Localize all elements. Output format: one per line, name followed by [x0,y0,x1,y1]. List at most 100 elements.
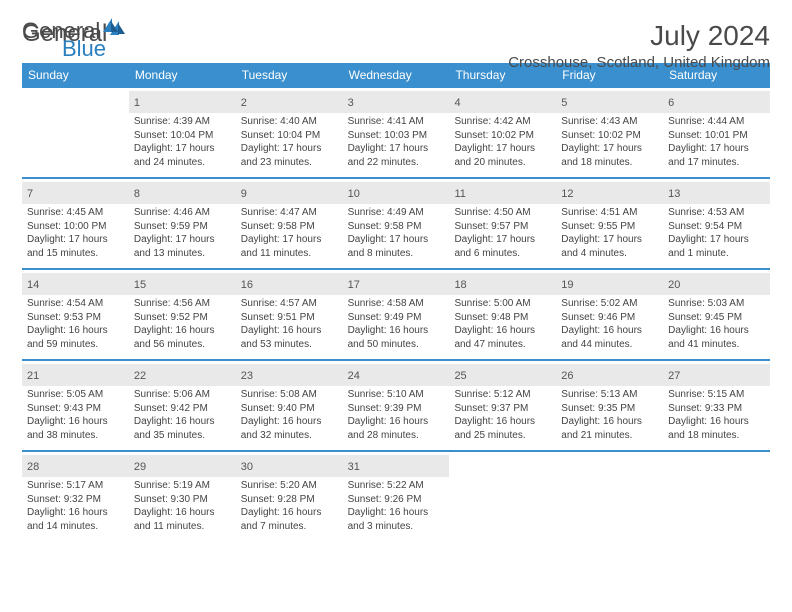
day-number: 16 [241,279,253,291]
day-details: Sunrise: 4:39 AMSunset: 10:04 PMDaylight… [134,115,231,169]
calendar-cell: 15 Sunrise: 4:56 AMSunset: 9:52 PMDayligh… [129,269,236,359]
day-details: Sunrise: 5:03 AMSunset: 9:45 PMDaylight:… [668,297,765,351]
day-details: Sunrise: 4:44 AMSunset: 10:01 PMDaylight… [668,115,765,169]
day-number: 31 [348,461,360,473]
day-details: Sunrise: 4:54 AMSunset: 9:53 PMDaylight:… [27,297,124,351]
day-details: Sunrise: 4:42 AMSunset: 10:02 PMDaylight… [454,115,551,169]
day-number: 23 [241,370,253,382]
day-details: Sunrise: 5:22 AMSunset: 9:26 PMDaylight:… [348,479,445,533]
day-number: 29 [134,461,146,473]
calendar-cell: 6 Sunrise: 4:44 AMSunset: 10:01 PMDayligh… [663,87,770,177]
calendar-cell [556,451,663,541]
day-number: 25 [454,370,466,382]
day-number: 15 [134,279,146,291]
day-number: 26 [561,370,573,382]
day-header: Wednesday [343,63,450,87]
logo-mark-icon2 [118,23,125,34]
day-details: Sunrise: 4:57 AMSunset: 9:51 PMDaylight:… [241,297,338,351]
day-number: 17 [348,279,360,291]
calendar-cell: 14Sunrise: 4:54 AMSunset: 9:53 PMDayligh… [22,269,129,359]
calendar-cell: 30 Sunrise: 5:20 AMSunset: 9:28 PMDayligh… [236,451,343,541]
day-number: 28 [27,461,39,473]
day-number: 30 [241,461,253,473]
day-header: Tuesday [236,63,343,87]
calendar-cell [663,451,770,541]
calendar-cell: 16 Sunrise: 4:57 AMSunset: 9:51 PMDayligh… [236,269,343,359]
day-number: 18 [454,279,466,291]
day-number: 20 [668,279,680,291]
calendar-week: 21 Sunrise: 5:05 AMSunset: 9:43 PMDayligh… [22,360,770,451]
calendar-cell: 20 Sunrise: 5:03 AMSunset: 9:45 PMDayligh… [663,269,770,359]
calendar-cell: 28 Sunrise: 5:17 AMSunset: 9:32 PMDayligh… [22,451,129,541]
day-details: Sunrise: 5:00 AMSunset: 9:48 PMDaylight:… [454,297,551,351]
calendar-cell: 23 Sunrise: 5:08 AMSunset: 9:40 PMDayligh… [236,360,343,450]
day-number: 8 [134,188,140,200]
calendar: SundayMondayTuesdayWednesdayThursdayFrid… [22,63,770,541]
calendar-cell: 5Sunrise: 4:43 AMSunset: 10:02 PMDayligh… [556,87,663,177]
calendar-cell [449,451,556,541]
calendar-cell: 17 Sunrise: 4:58 AMSunset: 9:49 PMDayligh… [343,269,450,359]
calendar-cell: 11 Sunrise: 4:50 AMSunset: 9:57 PMDayligh… [449,178,556,268]
calendar-week: 14Sunrise: 4:54 AMSunset: 9:53 PMDayligh… [22,269,770,360]
day-details: Sunrise: 5:06 AMSunset: 9:42 PMDaylight:… [134,388,231,442]
calendar-cell: 26Sunrise: 5:13 AMSunset: 9:35 PMDayligh… [556,360,663,450]
calendar-cell: 7Sunrise: 4:45 AMSunset: 10:00 PMDayligh… [22,178,129,268]
day-number: 4 [454,97,460,109]
day-number: 12 [561,188,573,200]
calendar-cell: 22 Sunrise: 5:06 AMSunset: 9:42 PMDayligh… [129,360,236,450]
calendar-cell: 1 Sunrise: 4:39 AMSunset: 10:04 PMDayligh… [129,87,236,177]
day-details: Sunrise: 4:46 AMSunset: 9:59 PMDaylight:… [134,206,231,260]
calendar-cell: 4 Sunrise: 4:42 AMSunset: 10:02 PMDayligh… [449,87,556,177]
calendar-cell: 8 Sunrise: 4:46 AMSunset: 9:59 PMDaylight… [129,178,236,268]
day-details: Sunrise: 4:40 AMSunset: 10:04 PMDaylight… [241,115,338,169]
calendar-week: 28 Sunrise: 5:17 AMSunset: 9:32 PMDayligh… [22,451,770,541]
day-header: Friday [556,63,663,87]
day-details: Sunrise: 4:45 AMSunset: 10:00 PMDaylight… [27,206,124,260]
day-number: 5 [561,97,567,109]
day-number: 11 [454,188,465,200]
day-number: 1 [134,97,140,109]
calendar-cell: 18 Sunrise: 5:00 AMSunset: 9:48 PMDayligh… [449,269,556,359]
day-details: Sunrise: 5:05 AMSunset: 9:43 PMDaylight:… [27,388,124,442]
day-number: 2 [241,97,247,109]
calendar-cell: 25 Sunrise: 5:12 AMSunset: 9:37 PMDayligh… [449,360,556,450]
day-details: Sunrise: 5:17 AMSunset: 9:32 PMDaylight:… [27,479,124,533]
calendar-cell: 13 Sunrise: 4:53 AMSunset: 9:54 PMDayligh… [663,178,770,268]
day-details: Sunrise: 5:19 AMSunset: 9:30 PMDaylight:… [134,479,231,533]
day-number: 3 [348,97,354,109]
day-details: Sunrise: 4:58 AMSunset: 9:49 PMDaylight:… [348,297,445,351]
day-details: Sunrise: 5:12 AMSunset: 9:37 PMDaylight:… [454,388,551,442]
day-number: 24 [348,370,360,382]
day-number: 22 [134,370,146,382]
day-details: Sunrise: 4:47 AMSunset: 9:58 PMDaylight:… [241,206,338,260]
day-number: 21 [27,370,39,382]
day-number: 6 [668,97,674,109]
day-details: Sunrise: 5:20 AMSunset: 9:28 PMDaylight:… [241,479,338,533]
day-number: 13 [668,188,680,200]
calendar-cell: 10 Sunrise: 4:49 AMSunset: 9:58 PMDayligh… [343,178,450,268]
day-header: Thursday [449,63,556,87]
day-details: Sunrise: 4:56 AMSunset: 9:52 PMDaylight:… [134,297,231,351]
day-details: Sunrise: 4:49 AMSunset: 9:58 PMDaylight:… [348,206,445,260]
calendar-cell: 21 Sunrise: 5:05 AMSunset: 9:43 PMDayligh… [22,360,129,450]
day-details: Sunrise: 4:51 AMSunset: 9:55 PMDaylight:… [561,206,658,260]
calendar-cell: 27Sunrise: 5:15 AMSunset: 9:33 PMDayligh… [663,360,770,450]
logo-line2: Blue [62,36,106,61]
day-details: Sunrise: 4:53 AMSunset: 9:54 PMDaylight:… [668,206,765,260]
day-details: Sunrise: 5:02 AMSunset: 9:46 PMDaylight:… [561,297,658,351]
day-number: 10 [348,188,360,200]
day-number: 19 [561,279,573,291]
calendar-cell: 3Sunrise: 4:41 AMSunset: 10:03 PMDayligh… [343,87,450,177]
logo-block: General Blue [22,20,118,60]
calendar-cell [22,87,129,177]
day-details: Sunrise: 5:10 AMSunset: 9:39 PMDaylight:… [348,388,445,442]
page-title: July 2024 [508,20,770,52]
calendar-cell: 2 Sunrise: 4:40 AMSunset: 10:04 PMDayligh… [236,87,343,177]
calendar-cell: 9Sunrise: 4:47 AMSunset: 9:58 PMDaylight… [236,178,343,268]
day-details: Sunrise: 5:08 AMSunset: 9:40 PMDaylight:… [241,388,338,442]
calendar-cell: 31 Sunrise: 5:22 AMSunset: 9:26 PMDayligh… [343,451,450,541]
day-details: Sunrise: 5:15 AMSunset: 9:33 PMDaylight:… [668,388,765,442]
day-details: Sunrise: 4:50 AMSunset: 9:57 PMDaylight:… [454,206,551,260]
calendar-week: 7Sunrise: 4:45 AMSunset: 10:00 PMDayligh… [22,178,770,269]
day-header: Sunday [22,63,129,87]
